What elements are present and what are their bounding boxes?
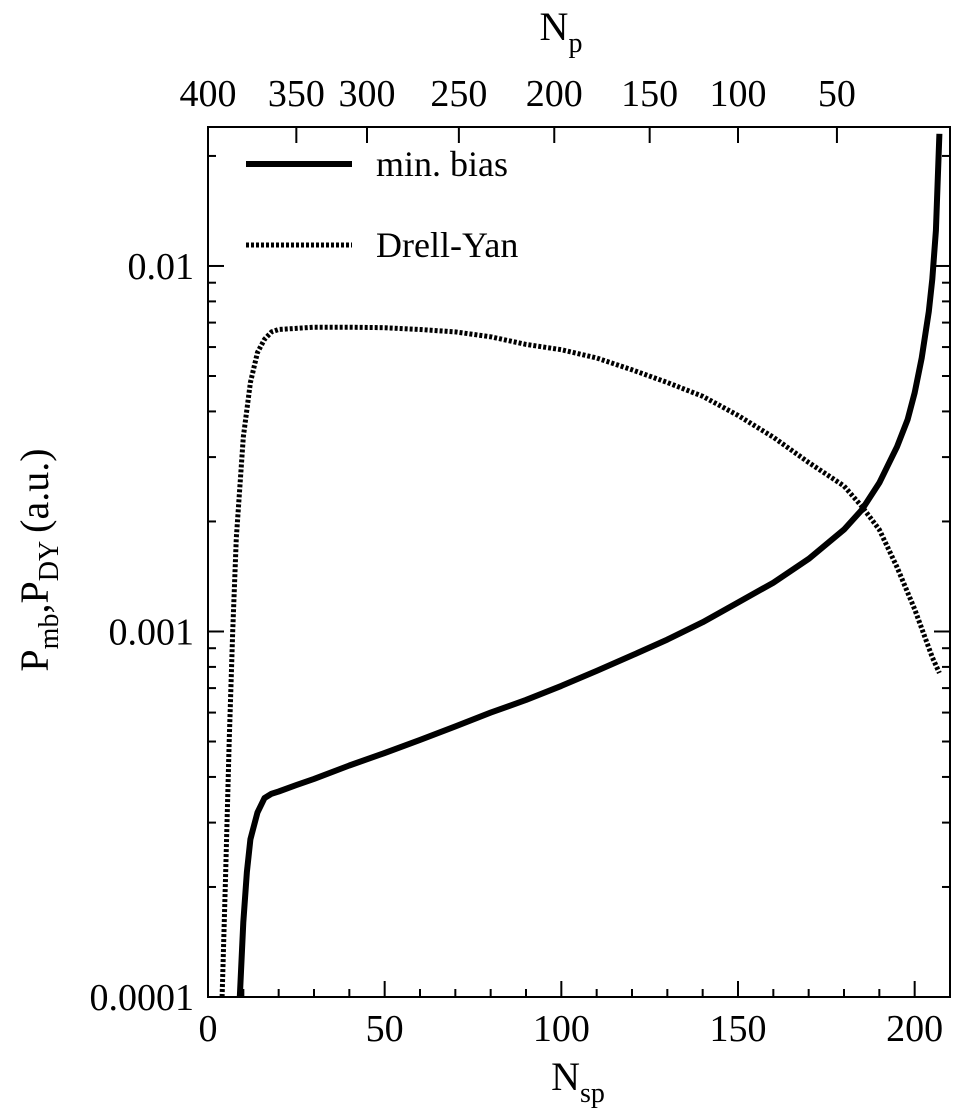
x-tick-label: 200 bbox=[886, 1008, 943, 1050]
top-tick-label: 50 bbox=[818, 73, 856, 115]
legend: min. bias Drell-Yan bbox=[246, 144, 518, 265]
x-axis-title-sub: sp bbox=[580, 1078, 605, 1109]
series-line-min-bias bbox=[236, 133, 943, 998]
x-tick-label: 50 bbox=[366, 1008, 404, 1050]
legend-label-drell-yan: Drell-Yan bbox=[376, 225, 518, 265]
x-tick-label: 150 bbox=[710, 1008, 767, 1050]
plot-area bbox=[207, 126, 951, 998]
y-axis-title-s1: mb bbox=[34, 614, 65, 650]
legend-label-min-bias: min. bias bbox=[376, 144, 508, 184]
top-tick-label: 250 bbox=[430, 73, 487, 115]
top-tick-label: 400 bbox=[180, 73, 237, 115]
top-tick-label: 150 bbox=[621, 73, 678, 115]
y-axis-title-s2: DY bbox=[34, 541, 65, 581]
y-tick-label: 0.001 bbox=[109, 611, 195, 653]
top-axis-title-main: N bbox=[540, 4, 569, 49]
y-axis-title-p1: P bbox=[12, 649, 57, 671]
series-lines bbox=[219, 133, 943, 998]
tick-labels: 0 50 100 150 200 400 350 300 250 200 150 100 50 0.000… bbox=[90, 73, 944, 1050]
y-tick-label: 0.0001 bbox=[90, 977, 195, 1019]
series-line-drell-yan bbox=[219, 324, 942, 998]
x-axis-title-main: N bbox=[551, 1054, 580, 1099]
y-axis-title: Pmb,PDY(a.u.) bbox=[12, 448, 65, 671]
y-tick-label: 0.01 bbox=[128, 246, 195, 288]
x-axis-title: Nsp bbox=[551, 1054, 605, 1109]
y-axis-title-sep: , bbox=[12, 604, 57, 614]
top-tick-label: 350 bbox=[268, 73, 325, 115]
x-tick-label: 100 bbox=[533, 1008, 590, 1050]
top-axis-title: Np bbox=[540, 4, 583, 59]
x-tick-label: 0 bbox=[199, 1008, 218, 1050]
y-axis-title-p2: P bbox=[12, 581, 57, 603]
axis-ticks bbox=[207, 127, 950, 998]
y-axis-title-unit: (a.u.) bbox=[12, 448, 57, 532]
top-tick-label: 100 bbox=[710, 73, 767, 115]
top-tick-label: 200 bbox=[526, 73, 583, 115]
top-axis-title-sub: p bbox=[568, 28, 582, 59]
top-tick-label: 300 bbox=[339, 73, 396, 115]
